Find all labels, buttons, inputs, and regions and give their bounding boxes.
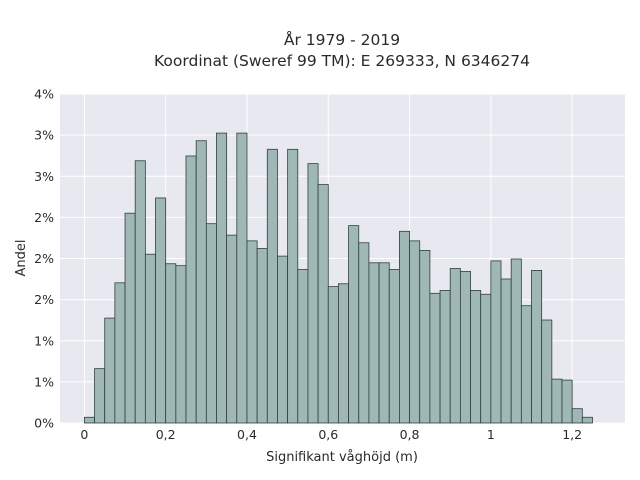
histogram-bar	[155, 197, 167, 424]
histogram-bar	[205, 223, 217, 424]
histogram-bar	[571, 408, 583, 424]
y-axis: 0% 1% 1% 2% 2% 2% 3% 3% 4%	[34, 87, 54, 431]
chart-title: År 1979 - 2019	[284, 30, 400, 49]
histogram-bar	[83, 416, 95, 424]
histogram-bar	[338, 283, 349, 424]
y-tick-label: 2%	[34, 210, 54, 225]
histogram-bar	[327, 286, 339, 424]
histogram-bar	[561, 379, 573, 424]
histogram-bar	[266, 148, 278, 424]
histogram-bar	[348, 225, 360, 424]
bars	[83, 132, 593, 424]
histogram-bar	[429, 292, 441, 424]
histogram-bar	[104, 317, 116, 424]
y-tick-label: 4%	[34, 87, 54, 102]
x-tick-label: 0	[80, 427, 88, 442]
histogram-bar	[409, 240, 421, 424]
histogram-bar	[277, 255, 289, 424]
y-tick-label: 1%	[34, 374, 54, 389]
histogram-bar	[480, 293, 492, 424]
histogram-bar	[541, 319, 553, 424]
histogram-bar	[378, 262, 390, 424]
histogram-bar	[124, 212, 136, 424]
histogram-bar	[256, 248, 268, 424]
histogram-bar	[419, 249, 431, 424]
histogram-bar	[216, 132, 228, 424]
x-tick-label: 0,8	[400, 427, 420, 442]
histogram-bar	[185, 155, 197, 424]
histogram-bar	[94, 368, 106, 424]
histogram-bar	[388, 269, 400, 424]
histogram-bar	[144, 253, 156, 424]
x-tick-label: 1	[487, 427, 495, 442]
y-tick-label: 3%	[34, 169, 54, 184]
histogram-bar	[317, 184, 329, 424]
histogram-bar	[195, 140, 207, 424]
x-tick-label: 0,2	[156, 427, 176, 442]
histogram-bar	[175, 265, 187, 424]
x-axis: 0 0,2 0,4 0,6 0,8 1 1,2	[80, 427, 582, 442]
y-tick-label: 3%	[34, 128, 54, 143]
x-axis-title: Signifikant våghöjd (m)	[266, 450, 418, 465]
histogram-bar	[520, 305, 532, 424]
histogram-bar	[459, 270, 471, 424]
y-tick-label: 0%	[34, 416, 54, 431]
histogram-bar	[307, 163, 319, 424]
histogram-bar	[226, 234, 238, 424]
histogram-bar	[165, 263, 177, 424]
x-tick-label: 0,4	[237, 427, 257, 442]
histogram-bar	[246, 240, 258, 424]
histogram-bar	[358, 242, 370, 424]
histogram-bar	[581, 416, 593, 424]
x-tick-label: 0,6	[318, 427, 338, 442]
y-tick-label: 2%	[34, 292, 54, 307]
histogram-bar	[287, 148, 299, 424]
histogram-bar	[399, 230, 410, 424]
histogram-bar	[500, 278, 512, 424]
histogram-bar	[297, 269, 309, 424]
histogram-bar	[449, 268, 461, 424]
histogram-bar	[236, 132, 248, 424]
histogram-bar	[114, 282, 126, 424]
histogram-bar	[439, 290, 451, 424]
histogram-bar	[490, 260, 502, 424]
chart-subtitle: Koordinat (Sweref 99 TM): E 269333, N 63…	[154, 52, 530, 70]
histogram-bar	[510, 258, 522, 424]
histogram-bar	[134, 160, 146, 424]
y-axis-title: Andel	[14, 240, 29, 277]
x-tick-label: 1,2	[562, 427, 582, 442]
histogram-bar	[368, 262, 380, 424]
histogram-bar	[551, 378, 563, 424]
y-tick-label: 1%	[34, 333, 54, 348]
histogram-bar	[470, 290, 482, 424]
histogram-bar	[531, 270, 543, 424]
y-tick-label: 2%	[34, 251, 54, 266]
